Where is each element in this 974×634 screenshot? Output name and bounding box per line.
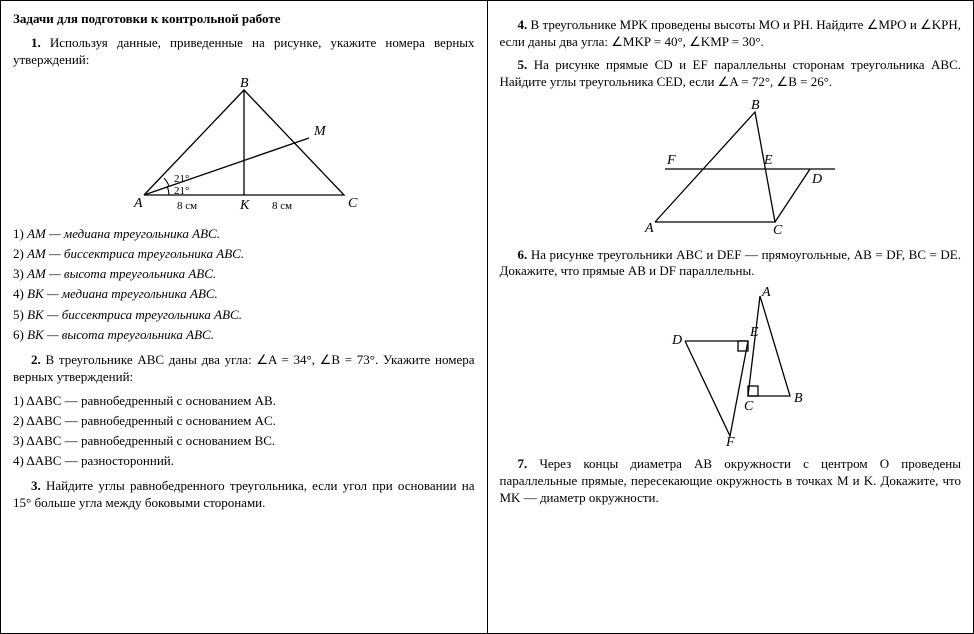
problem-1-number: 1.	[31, 35, 41, 50]
list-item: 4) ΔABC — разносторонний.	[13, 452, 475, 470]
problem-2: 2. В треугольнике ABC даны два угла: ∠A …	[13, 352, 475, 386]
problem-3-number: 3.	[31, 478, 41, 493]
problem-1: 1. Используя данные, приведенные на рису…	[13, 35, 475, 69]
problem-6-number: 6.	[518, 247, 528, 262]
fig1-ang1: 21°	[174, 173, 189, 185]
fig1-A: A	[133, 196, 143, 211]
problem-5-text: На рисунке прямые CD и EF параллельны ст…	[500, 57, 962, 89]
page-title: Задачи для подготовки к контрольной рабо…	[13, 11, 475, 27]
problem-5-number: 5.	[518, 57, 528, 72]
list-item: 6) BK — высота треугольника ABC.	[13, 326, 475, 344]
list-item: 1) ΔABC — равнобедренный с основанием AB…	[13, 392, 475, 410]
list-item: 2) ΔABC — равнобедренный с основанием AC…	[13, 412, 475, 430]
problem-3: 3. Найдите углы равнобедренного треуголь…	[13, 478, 475, 512]
fig6-B: B	[794, 391, 803, 406]
problem-6: 6. На рисунке треугольники ABC и DEF — п…	[500, 247, 962, 281]
fig6-F: F	[725, 435, 735, 446]
fig1-ang2: 21°	[174, 185, 189, 197]
list-item: 1) AM — медиана треугольника ABC.	[13, 225, 475, 243]
figure-5: A B C D E F	[500, 97, 962, 241]
fig5-A: A	[644, 221, 654, 236]
problem-7: 7. Через концы диаметра AB окружности с …	[500, 456, 962, 507]
fig1-K: K	[239, 198, 250, 213]
list-item: 2) AM — биссектриса треугольника ABC.	[13, 245, 475, 263]
fig5-C: C	[773, 223, 783, 237]
problem-2-text: В треугольнике ABC даны два угла: ∠A = 3…	[13, 352, 475, 384]
problem-4-number: 4.	[518, 17, 528, 32]
fig6-C: C	[744, 399, 754, 414]
page: Задачи для подготовки к контрольной рабо…	[0, 0, 974, 634]
problem-2-items: 1) ΔABC — равнобедренный с основанием AB…	[13, 392, 475, 471]
fig6-D: D	[671, 333, 682, 348]
problem-3-text: Найдите углы равнобедренного треугольник…	[13, 478, 475, 510]
list-item: 5) BK — биссектриса треугольника ABC.	[13, 306, 475, 324]
fig5-D: D	[811, 172, 822, 187]
fig6-A: A	[761, 286, 771, 300]
fig1-C: C	[348, 196, 358, 211]
problem-5: 5. На рисунке прямые CD и EF параллельны…	[500, 57, 962, 91]
list-item: 3) ΔABC — равнобедренный с основанием BC…	[13, 432, 475, 450]
fig1-M: M	[313, 124, 327, 139]
fig1-seg2: 8 см	[272, 200, 292, 212]
list-item: 3) AM — высота треугольника ABC.	[13, 265, 475, 283]
right-column: 4. В треугольнике MPK проведены высоты M…	[488, 1, 974, 633]
problem-1-items: 1) AM — медиана треугольника ABC. 2) AM …	[13, 225, 475, 344]
list-item: 4) BK — медиана треугольника ABC.	[13, 285, 475, 303]
problem-6-text: На рисунке треугольники ABC и DEF — прям…	[500, 247, 962, 279]
figure-1: A B C K M 21° 21° 8 см 8 см	[13, 75, 475, 219]
problem-7-number: 7.	[518, 456, 528, 471]
problem-1-text: Используя данные, приведенные на рисунке…	[13, 35, 475, 67]
fig6-E: E	[749, 325, 759, 340]
problem-7-text: Через концы диаметра AB окружности с цен…	[500, 456, 962, 505]
problem-2-number: 2.	[31, 352, 41, 367]
figure-6: A B C D E F	[500, 286, 962, 450]
fig5-F: F	[666, 153, 676, 168]
fig5-E: E	[763, 153, 773, 168]
left-column: Задачи для подготовки к контрольной рабо…	[1, 1, 488, 633]
fig1-B: B	[240, 76, 249, 91]
fig1-seg1: 8 см	[177, 200, 197, 212]
fig5-B: B	[751, 98, 760, 113]
problem-4: 4. В треугольнике MPK проведены высоты M…	[500, 17, 962, 51]
problem-4-text: В треугольнике MPK проведены высоты MO и…	[500, 17, 962, 49]
